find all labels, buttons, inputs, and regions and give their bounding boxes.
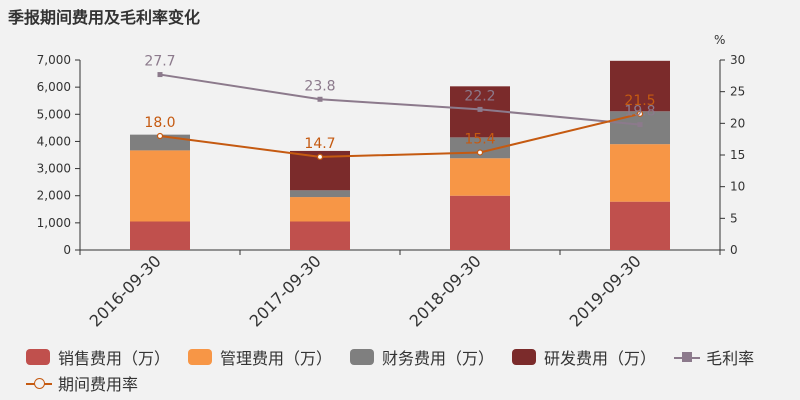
bar-sales-expense xyxy=(610,201,670,250)
y-left-tick-label: 0 xyxy=(63,243,71,257)
expense-ratio-data-label: 14.7 xyxy=(304,136,335,152)
chart-legend: 销售费用（万） 管理费用（万） 财务费用（万） 研发费用（万） 毛利率 期间费用率 xyxy=(26,344,796,396)
y-left-tick-label: 4,000 xyxy=(37,134,71,148)
legend-label: 研发费用（万） xyxy=(544,349,657,368)
y-right-tick-label: 10 xyxy=(730,180,745,194)
bar-admin-expense xyxy=(290,197,350,222)
expense-ratio-line xyxy=(159,112,641,158)
gross-margin-line xyxy=(159,73,641,126)
bar-rd-expense xyxy=(610,60,670,112)
x-tick-label: 2016-09-30 xyxy=(86,251,165,330)
legend-swatch xyxy=(512,349,537,365)
y-left-tick-label: 1,000 xyxy=(37,216,71,230)
legend-line-marker xyxy=(26,376,52,390)
expense-ratio-point xyxy=(156,132,164,140)
gross-margin-data-label: 22.2 xyxy=(464,88,495,104)
expense-ratio-point xyxy=(636,110,644,117)
y-right-unit-label: % xyxy=(714,33,725,47)
gross-margin-point xyxy=(477,106,483,112)
y-left-tick-label: 5,000 xyxy=(37,107,71,121)
bar-sales-expense xyxy=(450,195,510,250)
gross-margin-data-label: 23.8 xyxy=(304,78,335,94)
legend-label: 销售费用（万） xyxy=(58,349,171,368)
legend-swatch xyxy=(188,349,213,365)
legend-item[interactable]: 财务费用（万） xyxy=(350,345,494,369)
legend-swatch xyxy=(26,349,50,365)
gross-margin-point xyxy=(317,96,323,102)
y-left-tick-label: 2,000 xyxy=(37,189,71,203)
bar-admin-expense xyxy=(130,150,190,222)
y-right-tick-label: 25 xyxy=(730,85,745,99)
legend-item[interactable]: 期间费用率 xyxy=(26,371,138,395)
x-tick-label: 2019-09-30 xyxy=(566,251,645,330)
legend-label: 管理费用（万） xyxy=(220,349,333,368)
legend-item[interactable]: 研发费用（万） xyxy=(512,345,656,369)
legend-label: 毛利率 xyxy=(706,349,755,368)
expense-ratio-point xyxy=(476,149,484,156)
gross-margin-point xyxy=(157,72,163,78)
bar-admin-expense xyxy=(610,144,670,202)
legend-row: 销售费用（万） 管理费用（万） 财务费用（万） 研发费用（万） 毛利率 xyxy=(26,344,796,370)
y-left-tick-label: 3,000 xyxy=(37,162,71,176)
legend-label: 期间费用率 xyxy=(58,375,139,394)
chart-svg: 0 1,000 2,000 3,000 4,000 5,000 6,000 7,000 0 5 10… xyxy=(37,33,746,331)
bar-finance-expense xyxy=(290,190,350,198)
bar-sales-expense xyxy=(290,221,350,250)
y-right-tick-label: 30 xyxy=(730,53,745,67)
y-right-tick-label: 15 xyxy=(730,148,745,162)
expense-ratio-point xyxy=(316,153,324,160)
gross-margin-point xyxy=(637,122,643,128)
x-tick-label: 2018-09-30 xyxy=(406,251,485,330)
chart-title: 季报期间费用及毛利率变化 xyxy=(8,8,201,27)
y-left-tick-label: 6,000 xyxy=(37,80,71,94)
gross-margin-data-label: 19.8 xyxy=(624,104,655,120)
legend-line-marker xyxy=(674,350,701,364)
legend-swatch xyxy=(350,349,375,365)
legend-label: 财务费用（万） xyxy=(382,349,495,368)
gross-margin-data-label: 27.7 xyxy=(144,54,175,70)
x-tick-label: 2017-09-30 xyxy=(246,251,325,330)
y-right-tick-label: 20 xyxy=(730,116,745,130)
legend-item[interactable]: 毛利率 xyxy=(674,345,754,369)
expense-ratio-data-label: 15.4 xyxy=(464,131,495,147)
y-left-tick-label: 7,000 xyxy=(37,53,71,67)
bar-admin-expense xyxy=(450,158,510,196)
y-right-tick-label: 0 xyxy=(730,243,738,257)
expense-ratio-data-label: 18.0 xyxy=(144,115,175,131)
legend-row: 期间费用率 xyxy=(26,370,796,396)
legend-item[interactable]: 管理费用（万） xyxy=(188,345,332,369)
legend-item[interactable]: 销售费用（万） xyxy=(26,345,170,369)
bar-sales-expense xyxy=(130,221,190,250)
y-right-tick-label: 5 xyxy=(730,211,738,225)
expense-ratio-data-label: 21.5 xyxy=(624,93,655,109)
